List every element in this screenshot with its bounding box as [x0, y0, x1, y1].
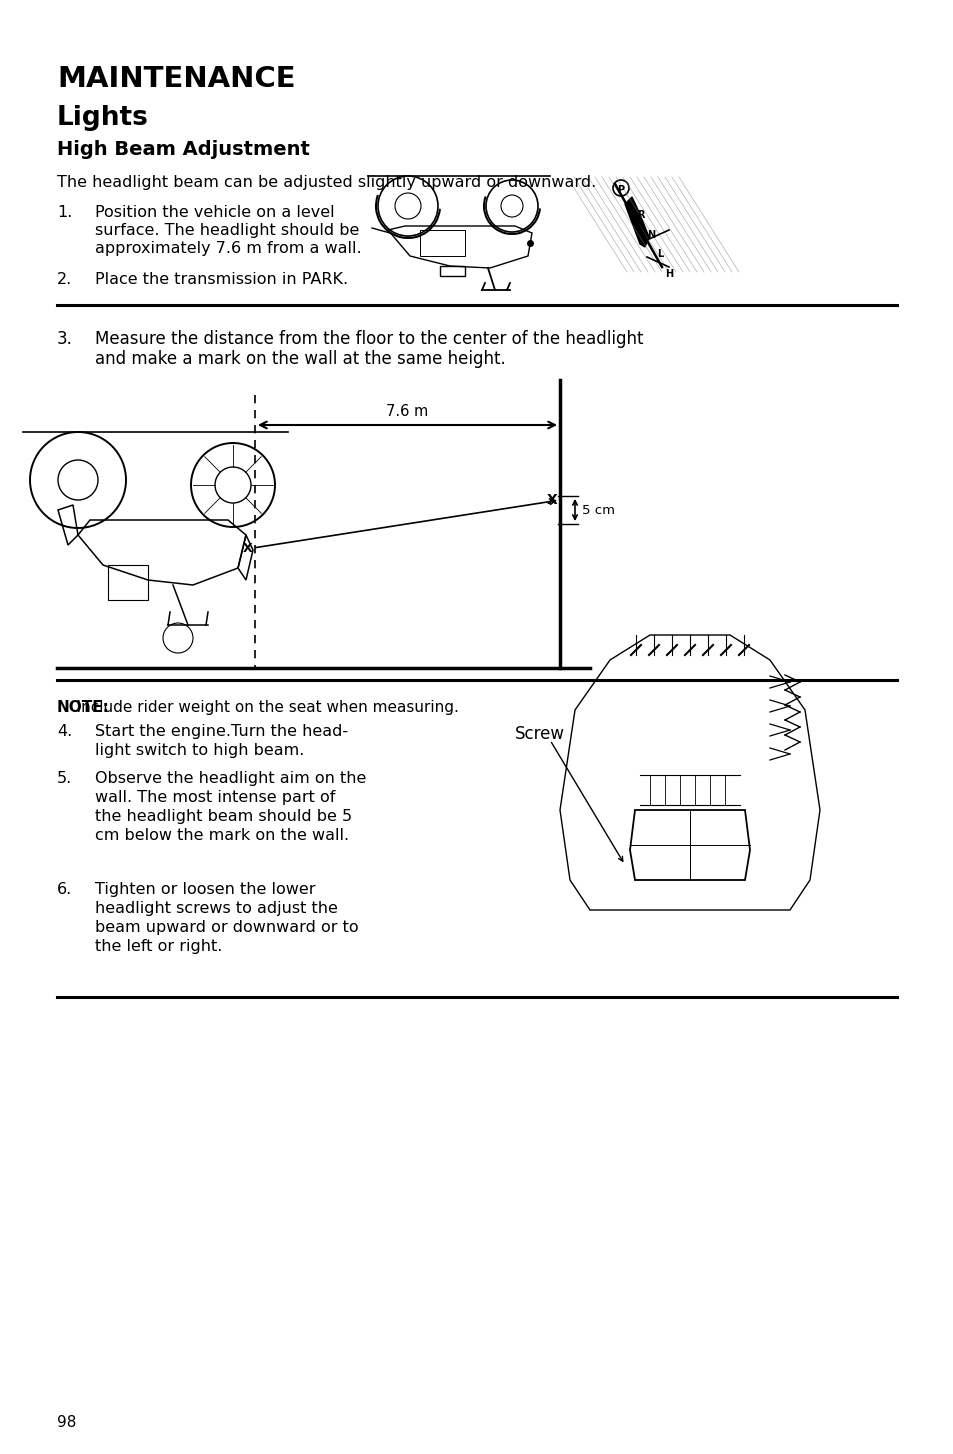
Text: 2.: 2.	[57, 272, 72, 286]
Text: L: L	[657, 249, 662, 259]
Text: Start the engine.Turn the head-: Start the engine.Turn the head-	[95, 724, 348, 739]
Text: 5.: 5.	[57, 771, 72, 787]
Text: Screw: Screw	[515, 726, 564, 743]
Text: the left or right.: the left or right.	[95, 939, 222, 954]
Text: MAINTENANCE: MAINTENANCE	[57, 65, 295, 93]
Text: X: X	[243, 541, 253, 554]
Text: High Beam Adjustment: High Beam Adjustment	[57, 140, 310, 158]
Text: Tighten or loosen the lower: Tighten or loosen the lower	[95, 883, 315, 897]
Text: wall. The most intense part of: wall. The most intense part of	[95, 790, 335, 806]
Text: 7.6 m: 7.6 m	[386, 404, 428, 419]
Text: NOTE:: NOTE:	[57, 699, 110, 715]
Text: H: H	[664, 269, 673, 279]
Text: Place the transmission in PARK.: Place the transmission in PARK.	[95, 272, 348, 286]
Text: N: N	[646, 230, 655, 240]
Text: 1.: 1.	[57, 205, 72, 220]
Text: X: X	[546, 493, 557, 507]
Text: R: R	[637, 209, 644, 220]
Text: The headlight beam can be adjusted slightly upward or downward.: The headlight beam can be adjusted sligh…	[57, 174, 596, 190]
Text: headlight screws to adjust the: headlight screws to adjust the	[95, 901, 337, 916]
Text: and make a mark on the wall at the same height.: and make a mark on the wall at the same …	[95, 350, 505, 368]
Polygon shape	[624, 196, 648, 247]
Text: Include rider weight on the seat when measuring.: Include rider weight on the seat when me…	[62, 699, 458, 715]
Text: Lights: Lights	[57, 105, 149, 131]
Text: 98: 98	[57, 1415, 76, 1429]
Text: cm below the mark on the wall.: cm below the mark on the wall.	[95, 827, 349, 843]
Text: 4.: 4.	[57, 724, 72, 739]
Text: light switch to high beam.: light switch to high beam.	[95, 743, 304, 758]
Text: surface. The headlight should be: surface. The headlight should be	[95, 222, 359, 238]
Text: P: P	[617, 185, 624, 195]
Text: 5 cm: 5 cm	[581, 503, 615, 516]
Text: beam upward or downward or to: beam upward or downward or to	[95, 920, 358, 935]
Text: the headlight beam should be 5: the headlight beam should be 5	[95, 808, 352, 824]
Text: Observe the headlight aim on the: Observe the headlight aim on the	[95, 771, 366, 787]
Text: approximately 7.6 m from a wall.: approximately 7.6 m from a wall.	[95, 241, 361, 256]
Text: Position the vehicle on a level: Position the vehicle on a level	[95, 205, 335, 220]
Text: 3.: 3.	[57, 330, 72, 348]
Text: 6.: 6.	[57, 883, 72, 897]
Text: Measure the distance from the floor to the center of the headlight: Measure the distance from the floor to t…	[95, 330, 643, 348]
